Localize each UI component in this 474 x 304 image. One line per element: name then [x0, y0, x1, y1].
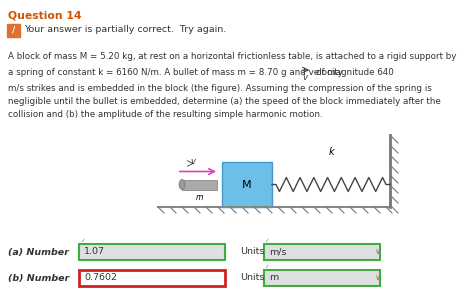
- Text: of magnitude 640: of magnitude 640: [316, 68, 394, 77]
- Text: 1.07: 1.07: [84, 247, 105, 257]
- Text: Your answer is partially correct.  Try again.: Your answer is partially correct. Try ag…: [24, 26, 226, 34]
- Text: A block of mass M = 5.20 kg, at rest on a horizontal frictionless table, is atta: A block of mass M = 5.20 kg, at rest on …: [8, 52, 456, 61]
- Text: m: m: [269, 274, 278, 282]
- Bar: [222, 162, 272, 207]
- Text: $v$: $v$: [302, 73, 310, 82]
- Text: ✓: ✓: [264, 264, 269, 270]
- Text: Units: Units: [240, 274, 264, 282]
- Text: negligible until the bullet is embedded, determine (a) the speed of the block im: negligible until the bullet is embedded,…: [8, 97, 441, 106]
- Text: (b) Number: (b) Number: [8, 274, 69, 282]
- Text: ✓: ✓: [264, 239, 269, 244]
- FancyBboxPatch shape: [264, 244, 381, 260]
- FancyBboxPatch shape: [80, 270, 226, 286]
- Text: ∨: ∨: [375, 274, 381, 282]
- Bar: [182, 179, 217, 189]
- FancyBboxPatch shape: [80, 244, 226, 260]
- Text: ✓: ✓: [80, 239, 85, 244]
- Text: collision and (b) the amplitude of the resulting simple harmonic motion.: collision and (b) the amplitude of the r…: [8, 110, 323, 119]
- Text: 0.7602: 0.7602: [84, 274, 117, 282]
- Text: k: k: [328, 147, 334, 157]
- Text: ∨: ∨: [375, 247, 381, 257]
- Text: m/s strikes and is embedded in the block (the figure). Assuming the compression : m/s strikes and is embedded in the block…: [8, 84, 432, 93]
- Text: /: /: [12, 26, 16, 34]
- Text: M: M: [242, 179, 252, 189]
- Text: a spring of constant k = 6160 N/m. A bullet of mass m = 8.70 g and velocity: a spring of constant k = 6160 N/m. A bul…: [8, 68, 343, 77]
- FancyBboxPatch shape: [8, 23, 20, 36]
- Text: m/s: m/s: [269, 247, 286, 257]
- Text: (a) Number: (a) Number: [8, 247, 69, 257]
- Text: Units: Units: [240, 247, 264, 257]
- Text: $v$: $v$: [190, 157, 197, 167]
- FancyBboxPatch shape: [264, 270, 381, 286]
- Text: m: m: [196, 194, 203, 202]
- Text: Question 14: Question 14: [8, 10, 82, 20]
- Ellipse shape: [179, 179, 185, 189]
